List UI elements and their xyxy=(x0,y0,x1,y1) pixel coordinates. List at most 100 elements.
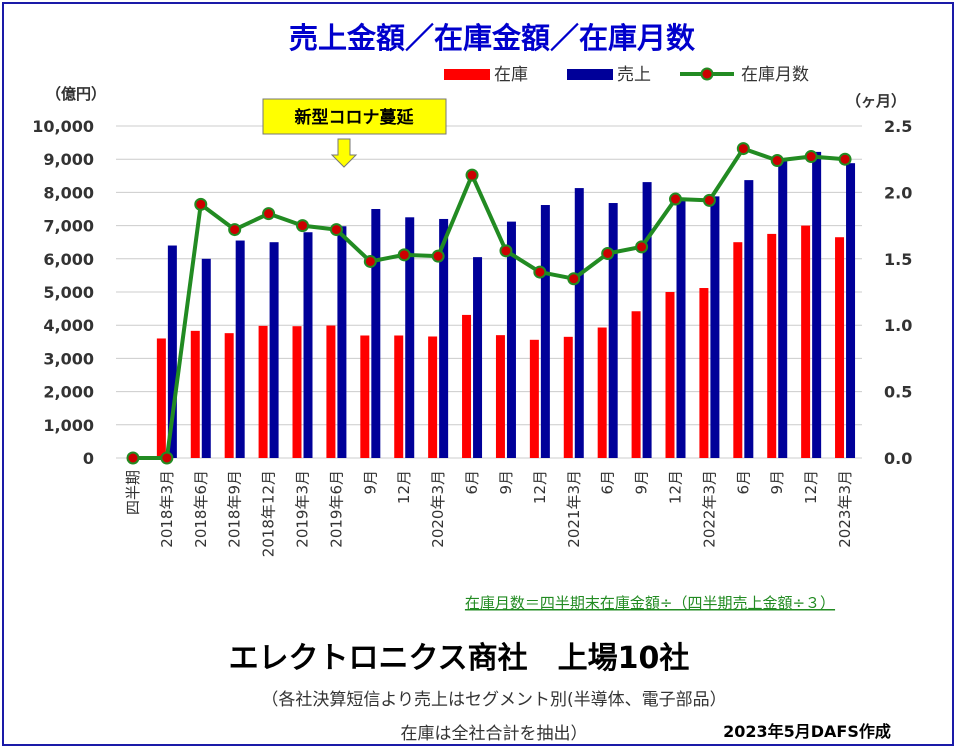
bar-sales xyxy=(506,221,516,458)
y-left-tick-label: 10,000 xyxy=(32,117,94,136)
y-left-tick-label: 5,000 xyxy=(43,283,94,302)
x-tick-label: 2021年3月 xyxy=(565,470,583,548)
y-right-tick-label: 0.5 xyxy=(884,383,912,402)
bar-stock xyxy=(394,335,404,458)
y-left-tick-label: 9,000 xyxy=(43,150,94,169)
months-point xyxy=(601,246,615,260)
months-point xyxy=(770,154,784,168)
bar-stock xyxy=(360,335,370,458)
months-point xyxy=(669,192,682,206)
bar-sales xyxy=(303,232,313,458)
y-left-tick-label: 0 xyxy=(83,449,94,468)
months-point xyxy=(397,248,411,262)
y-left-tick-label: 1,000 xyxy=(43,416,94,435)
bar-stock xyxy=(835,237,845,458)
legend: 在庫 売上 在庫月数 xyxy=(444,65,809,85)
bar-stock xyxy=(597,327,607,458)
chart: 売上金額／在庫金額／在庫月数 在庫 売上 在庫月数 （億円） （ヶ月） 10,0… xyxy=(32,21,912,744)
y-right-tick-label: 1.5 xyxy=(884,250,912,269)
y-left-tick-label: 8,000 xyxy=(43,183,94,202)
x-tick-label: 6月 xyxy=(599,470,617,495)
months-point xyxy=(431,249,445,263)
x-tick-label: 2019年6月 xyxy=(327,470,345,548)
bar-sales xyxy=(473,257,483,458)
y-left-tick-label: 2,000 xyxy=(43,383,94,402)
months-point xyxy=(228,223,242,237)
bar-sales xyxy=(235,240,245,458)
x-tick-label: 2019年3月 xyxy=(294,470,312,548)
months-point xyxy=(804,150,818,164)
bar-sales xyxy=(201,258,211,458)
bar-sales xyxy=(744,180,754,458)
bar-sales xyxy=(405,217,415,458)
bar-stock xyxy=(665,292,675,458)
annotation-box xyxy=(262,98,447,135)
bars xyxy=(156,151,856,459)
months-point xyxy=(702,193,716,207)
y-left-label: （億円） xyxy=(46,85,106,103)
covid-annotation: 新型コロナ蔓延 xyxy=(262,98,447,168)
months-point xyxy=(126,451,140,465)
months-point xyxy=(838,152,852,166)
bar-sales xyxy=(778,159,788,458)
bar-stock xyxy=(699,288,709,458)
bar-sales xyxy=(676,200,686,458)
months-point xyxy=(736,142,750,156)
x-tick-label: 2018年12月 xyxy=(260,470,278,557)
x-tick-label: 9月 xyxy=(497,470,515,495)
bar-stock xyxy=(529,339,539,458)
bar-sales xyxy=(710,196,720,458)
x-tick-label: 2022年3月 xyxy=(700,470,718,548)
bar-stock xyxy=(190,330,200,458)
bar-sales xyxy=(846,163,856,458)
bar-stock xyxy=(462,314,472,458)
y-right-tick-label: 2.5 xyxy=(884,117,912,136)
bar-sales xyxy=(269,242,279,458)
bar-stock xyxy=(495,335,505,458)
bar-sales xyxy=(540,205,550,458)
bar-stock xyxy=(224,333,234,458)
bar-stock xyxy=(292,326,302,458)
bar-stock xyxy=(767,233,777,458)
y-axis-left: 10,000 9,000 8,000 7,000 6,000 5,000 4,000 3,00… xyxy=(32,117,94,468)
chart-title: 売上金額／在庫金額／在庫月数 xyxy=(289,21,696,55)
months-point xyxy=(194,197,208,211)
footer-title: エレクトロニクス商社 上場10社 xyxy=(229,641,690,676)
months-polyline xyxy=(132,146,846,460)
annotation-label: 新型コロナ蔓延 xyxy=(295,107,415,128)
bar-sales xyxy=(371,209,381,458)
months-point xyxy=(262,207,276,221)
legend-label-months: 在庫月数 xyxy=(741,65,809,85)
y-right-tick-label: 0.0 xyxy=(884,449,912,468)
legend-label-sales: 売上 xyxy=(617,65,651,85)
x-tick-label: 9月 xyxy=(633,470,651,495)
months-point xyxy=(363,254,377,268)
bar-stock xyxy=(326,325,336,458)
y-left-tick-label: 6,000 xyxy=(43,250,94,269)
bar-stock xyxy=(156,338,166,458)
months-point xyxy=(499,244,513,258)
x-tick-label: 9月 xyxy=(768,470,786,495)
x-tick-label: 12月 xyxy=(531,470,549,504)
y-axis-right: 2.5 2.0 1.5 1.0 0.5 0.0 xyxy=(884,117,912,468)
months-point xyxy=(635,240,649,254)
x-axis-labels: 四半期 2018年3月 2018年6月 2018年9月 2018年12月 2019年3月 2… xyxy=(124,470,854,557)
bar-sales xyxy=(439,218,449,458)
x-tick-label: 6月 xyxy=(734,470,752,495)
months-point xyxy=(567,272,581,286)
footer-note-1: （各社決算短信より売上はセグメント別(半導体、電子部品） xyxy=(261,690,726,710)
bar-sales xyxy=(337,226,347,458)
annotation-arrow xyxy=(330,138,358,168)
x-tick-label: 6月 xyxy=(463,470,481,495)
y-left-tick-label: 4,000 xyxy=(43,316,94,335)
bar-sales xyxy=(812,151,822,458)
x-tick-label: 12月 xyxy=(802,470,820,504)
y-right-label: （ヶ月） xyxy=(846,92,906,110)
legend-marker-months xyxy=(700,67,714,81)
bar-sales xyxy=(167,245,177,458)
y-right-tick-label: 2.0 xyxy=(884,183,912,202)
months-point xyxy=(533,265,547,279)
x-tick-label: 2018年6月 xyxy=(192,470,210,548)
bar-stock xyxy=(258,325,268,458)
